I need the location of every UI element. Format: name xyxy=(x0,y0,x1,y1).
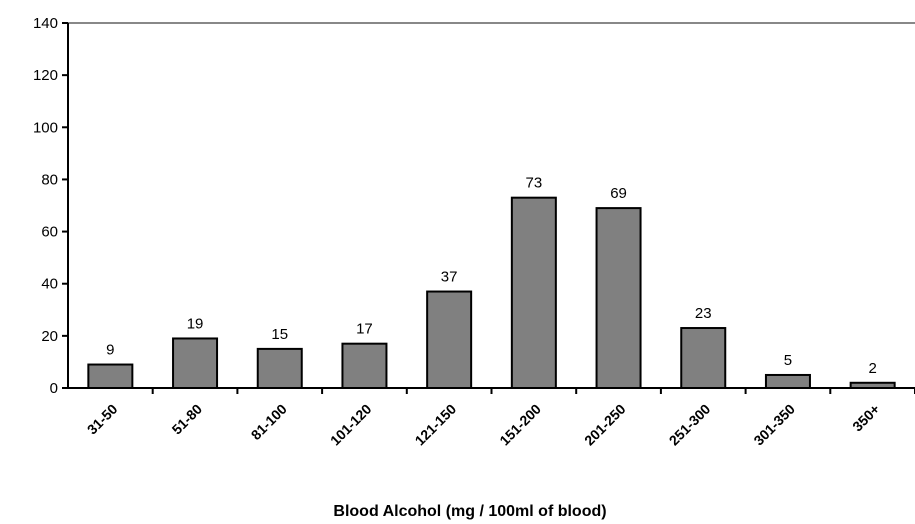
x-tick-label: 301-350 xyxy=(750,401,798,449)
x-tick-label: 251-300 xyxy=(666,401,714,449)
y-tick-label: 40 xyxy=(41,276,58,293)
bar xyxy=(87,363,134,389)
x-tick-label: 31-50 xyxy=(84,401,121,438)
bar xyxy=(680,327,727,389)
data-label: 69 xyxy=(610,185,627,202)
y-tick-label: 60 xyxy=(41,224,58,241)
bar xyxy=(849,381,896,389)
data-label: 73 xyxy=(526,175,543,192)
data-label: 2 xyxy=(868,360,876,377)
data-label: 19 xyxy=(187,315,204,332)
x-tick-label: 350+ xyxy=(849,401,883,435)
data-label: 9 xyxy=(106,342,114,359)
y-tick-label: 80 xyxy=(41,171,58,188)
x-axis-title: Blood Alcohol (mg / 100ml of blood) xyxy=(333,503,606,520)
y-tick-label: 0 xyxy=(50,380,58,397)
x-tick-label: 81-100 xyxy=(248,401,290,443)
x-tick-label: 121-150 xyxy=(412,401,460,449)
bar xyxy=(256,347,303,389)
y-tick-label: 120 xyxy=(33,67,58,84)
y-tick-label: 100 xyxy=(33,119,58,136)
bar xyxy=(595,207,642,389)
bar xyxy=(510,196,557,389)
x-tick-label: 51-80 xyxy=(169,401,206,438)
data-label: 5 xyxy=(784,352,792,369)
data-label: 23 xyxy=(695,305,712,322)
bar xyxy=(764,373,811,390)
data-label: 37 xyxy=(441,269,458,286)
bar xyxy=(341,342,388,389)
x-tick-label: 101-120 xyxy=(327,401,375,449)
x-tick-label: 151-200 xyxy=(496,401,544,449)
data-label: 15 xyxy=(271,326,288,343)
y-tick-label: 20 xyxy=(41,328,58,345)
bar xyxy=(172,337,219,390)
bar xyxy=(426,290,473,389)
y-tick-label: 140 xyxy=(33,15,58,32)
data-label: 17 xyxy=(356,321,373,338)
x-tick-label: 201-250 xyxy=(581,401,629,449)
